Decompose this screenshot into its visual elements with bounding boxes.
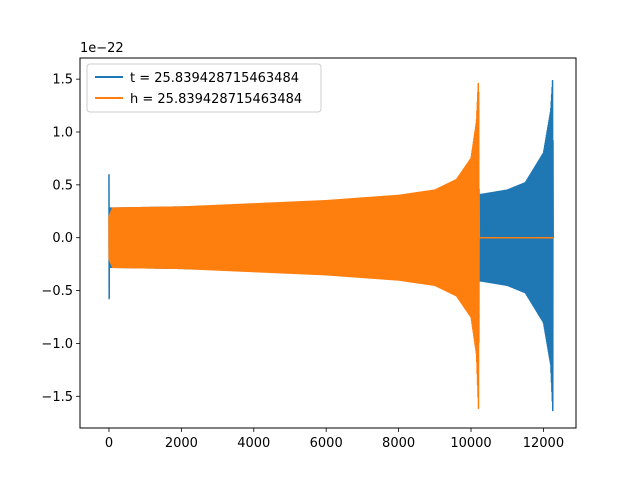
legend: t = 25.839428715463484 h = 25.8394287154… <box>86 63 322 113</box>
y-tick-label: −1.5 <box>41 390 73 405</box>
axes-frame <box>79 57 577 429</box>
legend-label-t: t = 25.839428715463484 <box>130 71 299 86</box>
y-tick-label: −0.5 <box>41 284 73 299</box>
y-tick-label: 0.5 <box>52 178 73 193</box>
x-tick-label: 4000 <box>237 436 270 451</box>
x-tick-label: 10000 <box>450 436 491 451</box>
x-tick-label: 0 <box>105 436 113 451</box>
y-tick-label: 1.5 <box>52 73 73 88</box>
legend-box <box>86 63 322 113</box>
y-axis: −1.5 −1.0 −0.5 0.0 0.5 1.0 1.5 <box>41 73 80 405</box>
y-tick-label: −1.0 <box>41 337 73 352</box>
x-tick-label: 6000 <box>310 436 343 451</box>
y-tick-label: 1.0 <box>52 126 73 141</box>
y-offset-label: 1e−22 <box>80 41 124 56</box>
x-tick-label: 12000 <box>523 436 564 451</box>
y-tick-label: 0.0 <box>52 231 73 246</box>
x-tick-label: 8000 <box>382 436 415 451</box>
legend-label-h: h = 25.839428715463484 <box>130 92 302 107</box>
x-tick-label: 2000 <box>165 436 198 451</box>
plot-area <box>108 79 554 412</box>
series-line-h <box>108 82 554 410</box>
x-axis: 0 2000 4000 6000 8000 10000 12000 <box>105 428 564 451</box>
